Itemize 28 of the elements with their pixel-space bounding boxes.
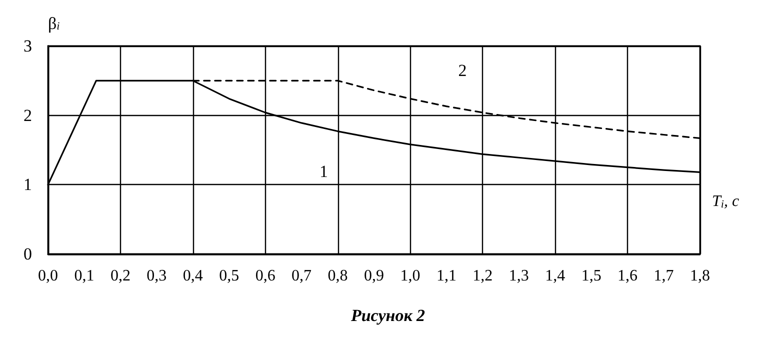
x-tick-label: 0,0 [38,268,58,284]
x-tick-label: 0,9 [364,268,384,284]
x-tick-label: 0,3 [146,268,167,284]
x-tick-label: 0,8 [328,268,348,284]
x-tick-label: 0,1 [74,268,94,284]
x-tick-label: 1,5 [581,268,602,284]
y-tick-label: 1 [24,175,32,194]
x-tick-label: 0,6 [255,268,276,284]
x-tick-label: 1,2 [472,268,493,284]
x-tick-label: 1,4 [545,268,566,284]
x-tick-label: 0,7 [292,268,312,284]
x-tick-label: 1,6 [618,268,638,284]
x-tick-label: 0,2 [110,268,130,284]
text: Рисунок 2 [350,306,426,325]
x-tick-label: 1,7 [654,268,674,284]
x-tick-label: 0,4 [182,268,203,284]
x-tick-label: 1,8 [690,268,710,284]
y-tick-label: 2 [24,106,32,125]
x-tick-label: 0,5 [219,268,240,284]
y-axis-title: βi [48,14,60,33]
series-label: 1 [320,162,328,181]
x-tick-label: 1,1 [436,268,456,284]
y-tick-label: 0 [24,244,32,264]
x-axis-title: Ti, с [712,193,740,210]
y-tick-label: 3 [24,36,32,56]
x-tick-label: 1,3 [508,268,529,284]
x-tick-label: 1,0 [400,268,420,284]
series-label: 2 [458,60,467,80]
